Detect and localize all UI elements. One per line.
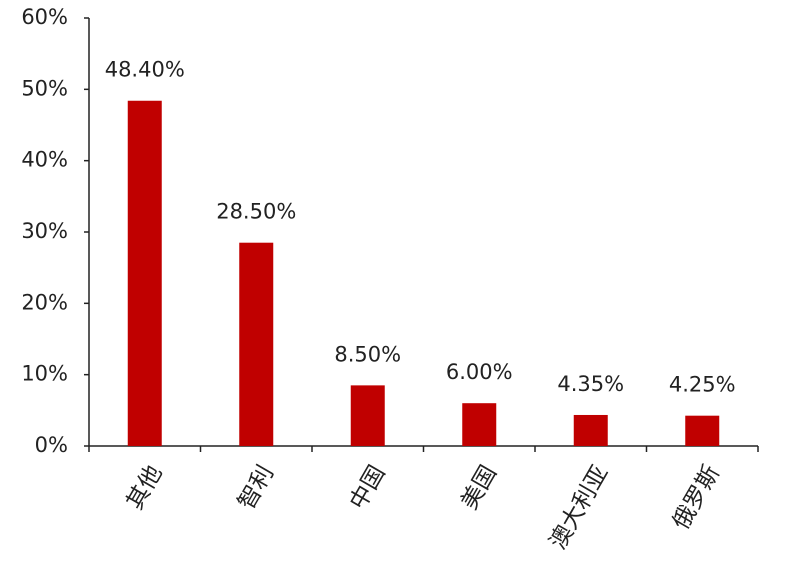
x-tick-label: 美国 (457, 461, 503, 514)
y-tick-label: 50% (21, 76, 68, 100)
x-tick-label: 其他 (122, 461, 168, 514)
bar (573, 414, 608, 446)
value-label: 4.35% (557, 372, 624, 396)
value-label: 4.25% (669, 373, 736, 397)
bar (462, 403, 497, 446)
y-tick-label: 60% (21, 5, 68, 29)
y-tick-label: 20% (21, 290, 68, 314)
x-tick-label: 中国 (345, 461, 391, 514)
y-tick-label: 40% (21, 148, 68, 172)
x-tick-label: 澳大利亚 (545, 461, 614, 554)
value-label: 48.40% (105, 58, 185, 82)
x-tick-label: 智利 (234, 461, 280, 514)
value-label: 6.00% (446, 360, 513, 384)
value-label: 8.50% (334, 342, 401, 366)
value-label: 28.50% (216, 200, 296, 224)
bar (239, 242, 274, 446)
y-tick-label: 10% (21, 362, 68, 386)
bar (685, 415, 720, 446)
bar (127, 100, 162, 446)
bar (350, 385, 385, 446)
y-tick-label: 30% (21, 219, 68, 243)
x-tick-label: 俄罗斯 (668, 461, 725, 534)
y-tick-label: 0% (35, 433, 68, 457)
